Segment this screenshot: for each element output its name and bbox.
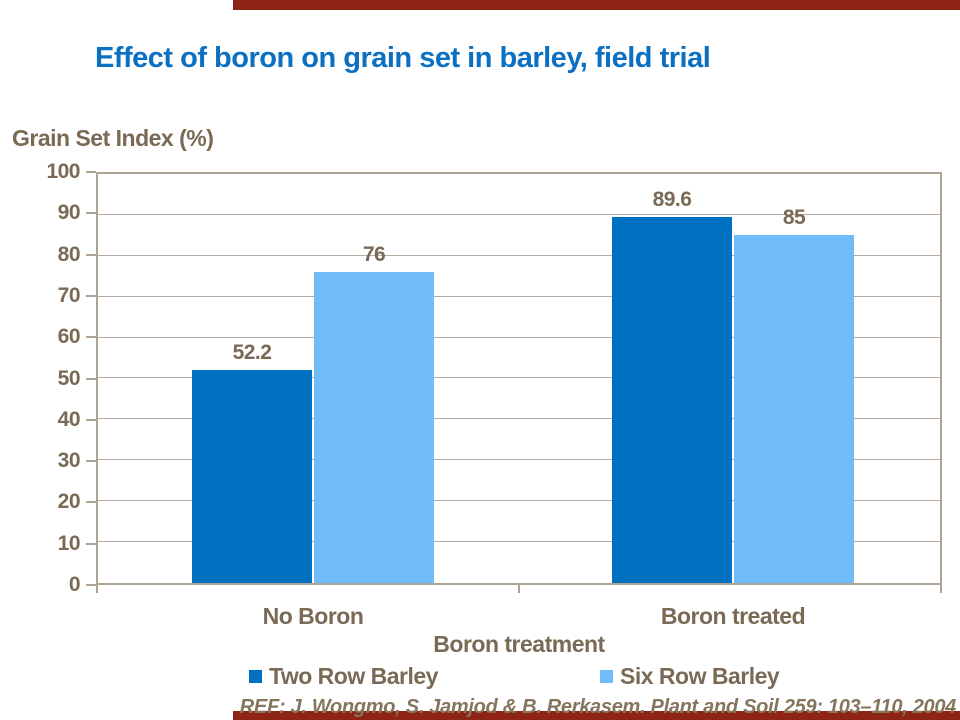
ytick-mark-20 xyxy=(86,501,96,503)
bar-six-row-barley-boron-treated xyxy=(734,235,854,583)
ytick-label-80: 80 xyxy=(57,243,81,266)
ytick-mark-40 xyxy=(86,419,96,421)
xtick-mark-0 xyxy=(96,585,98,593)
reference-citation: REF: J. Wongmo, S. Jamjod & B. Rerkasem.… xyxy=(239,696,957,718)
ytick-label-70: 70 xyxy=(57,284,81,307)
slide-accent-bar-top xyxy=(233,0,960,10)
ytick-label-50: 50 xyxy=(57,367,81,390)
ytick-label-0: 0 xyxy=(68,573,81,596)
ytick-mark-80 xyxy=(86,254,96,256)
ytick-label-100: 100 xyxy=(46,160,80,183)
x-category-label-boron-treated: Boron treated xyxy=(660,603,806,629)
bar-value-label-six-row-barley-boron-treated: 85 xyxy=(782,206,806,229)
plot-area: 52.2 76 89.6 85 xyxy=(96,172,942,585)
bar-value-label-two-row-barley-boron-treated: 89.6 xyxy=(652,188,692,211)
gridline-80 xyxy=(98,255,940,256)
slide-accent-bar-bottom xyxy=(233,711,960,720)
ytick-mark-0 xyxy=(86,584,96,586)
gridline-40 xyxy=(98,418,940,419)
gridline-50 xyxy=(98,377,940,378)
ytick-mark-50 xyxy=(86,378,96,380)
ytick-mark-70 xyxy=(86,295,96,297)
x-axis-title: Boron treatment xyxy=(433,631,605,657)
ytick-label-20: 20 xyxy=(57,490,81,513)
gridline-60 xyxy=(98,337,940,338)
ytick-label-10: 10 xyxy=(57,532,81,555)
gridline-30 xyxy=(98,459,940,460)
bar-two-row-barley-boron-treated xyxy=(612,217,732,583)
bar-value-label-six-row-barley-no-boron: 76 xyxy=(362,243,386,266)
legend-item-two-row-barley: Two Row Barley xyxy=(249,662,438,689)
xtick-mark-2 xyxy=(940,585,942,593)
ytick-mark-100 xyxy=(86,171,96,173)
x-category-label-no-boron: No Boron xyxy=(262,603,364,629)
legend-swatch-six-row-barley xyxy=(600,669,613,683)
bar-value-label-two-row-barley-no-boron: 52.2 xyxy=(232,341,272,364)
ytick-label-30: 30 xyxy=(57,449,81,472)
legend-label-two-row-barley: Two Row Barley xyxy=(269,662,438,689)
ytick-mark-30 xyxy=(86,460,96,462)
ytick-mark-60 xyxy=(86,336,96,338)
bar-two-row-barley-no-boron xyxy=(192,370,312,583)
xtick-mark-1 xyxy=(518,585,520,593)
y-axis-title: Grain Set Index (%) xyxy=(12,125,214,151)
ytick-label-60: 60 xyxy=(57,325,81,348)
ytick-label-90: 90 xyxy=(57,201,81,224)
ytick-mark-10 xyxy=(86,543,96,545)
legend-item-six-row-barley: Six Row Barley xyxy=(600,662,780,689)
legend-label-six-row-barley: Six Row Barley xyxy=(620,662,780,689)
gridline-70 xyxy=(98,296,940,297)
ytick-mark-90 xyxy=(86,212,96,214)
legend-swatch-two-row-barley xyxy=(249,669,262,683)
chart-title: Effect of boron on grain set in barley, … xyxy=(95,42,711,74)
gridline-10 xyxy=(98,541,940,542)
ytick-label-40: 40 xyxy=(57,408,81,431)
gridline-20 xyxy=(98,500,940,501)
gridline-90 xyxy=(98,214,940,215)
bar-six-row-barley-no-boron xyxy=(314,272,434,583)
